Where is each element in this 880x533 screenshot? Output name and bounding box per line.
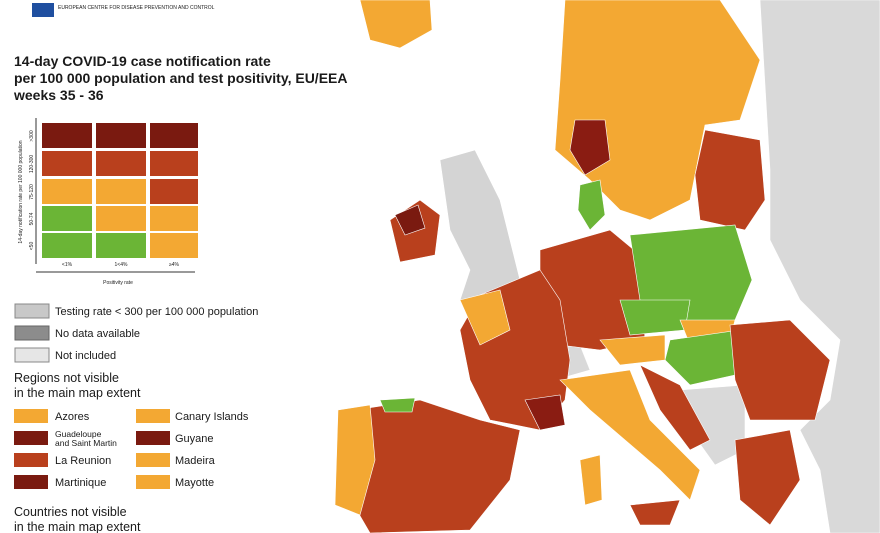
czechia (619, 299, 691, 336)
norway-region (569, 119, 611, 176)
matrix-row-label: >300 (29, 130, 35, 141)
region-label: Madeira (175, 455, 216, 467)
matrix-col-label: <1% (62, 262, 73, 268)
region-label: Martinique (55, 477, 106, 489)
matrix-row-label: 75-120 (29, 184, 35, 200)
title-line: weeks 35 - 36 (13, 87, 104, 103)
legend-label: No data available (55, 328, 140, 340)
countries-heading: in the main map extent (14, 520, 141, 533)
sicily (629, 499, 681, 526)
matrix-row-label: 120-300 (29, 155, 35, 174)
region-label: Guadeloupe and Saint Martin (55, 429, 117, 448)
regions-heading: Regions not visible (14, 371, 119, 385)
legend-swatch (14, 347, 50, 363)
region-swatch (14, 409, 48, 423)
portugal (334, 404, 376, 516)
matrix-y-label: 14-day notification rate per 100 000 pop… (18, 140, 24, 243)
region-label: Guadeloupe and Saint Martin (55, 429, 117, 448)
italy (559, 369, 701, 501)
france-south (524, 394, 566, 431)
romania-bulgaria (729, 319, 831, 421)
title-line: 14-day COVID-19 case notification rate (14, 53, 271, 69)
countries-heading: Countries not visible (14, 505, 127, 519)
region-swatch (136, 409, 170, 423)
region-swatch (136, 453, 170, 467)
region-swatch (14, 453, 48, 467)
matrix-col-label: 1<4% (115, 262, 128, 268)
region-label: Canary Islands (175, 411, 249, 423)
nordics (554, 0, 761, 221)
legend-label: Not included (55, 350, 116, 362)
regions-heading: in the main map extent (14, 386, 141, 400)
sardinia (579, 454, 603, 506)
region-label: Guyane (175, 433, 214, 445)
greece (734, 429, 801, 526)
iceland (359, 0, 433, 49)
region-label: Azores (55, 411, 90, 423)
legend-swatch (14, 325, 50, 341)
matrix (35, 118, 198, 273)
austria (599, 334, 666, 366)
region-label: Mayotte (175, 477, 214, 489)
region-swatch (14, 475, 48, 489)
region-label-part: Guadeloupe (55, 429, 102, 439)
legend-swatch (14, 303, 50, 319)
france-west (459, 289, 511, 346)
region-swatch (136, 431, 170, 445)
region-label: La Reunion (55, 455, 111, 467)
legend-label: Testing rate < 300 per 100 000 populatio… (55, 306, 258, 318)
map (334, 0, 880, 533)
title-line: per 100 000 population and test positivi… (14, 70, 347, 86)
region-label-part: and Saint Martin (55, 438, 117, 448)
region-swatch (136, 475, 170, 489)
united-kingdom (439, 149, 521, 301)
matrix-x-label: Positivity rate (103, 280, 133, 286)
region-swatch (14, 431, 48, 445)
baltics (694, 129, 766, 231)
croatia (639, 364, 711, 451)
matrix-col-label: ≥4% (169, 262, 180, 268)
matrix-row-label: <50 (29, 242, 35, 251)
denmark-region (577, 179, 606, 231)
spain-north (379, 397, 416, 413)
logo-flag (32, 3, 54, 17)
logo-text: EUROPEAN CENTRE FOR DISEASE PREVENTION A… (58, 5, 215, 11)
northern-ireland (394, 204, 426, 236)
matrix-row-label: 50-74 (29, 212, 35, 225)
hungary (664, 329, 741, 386)
